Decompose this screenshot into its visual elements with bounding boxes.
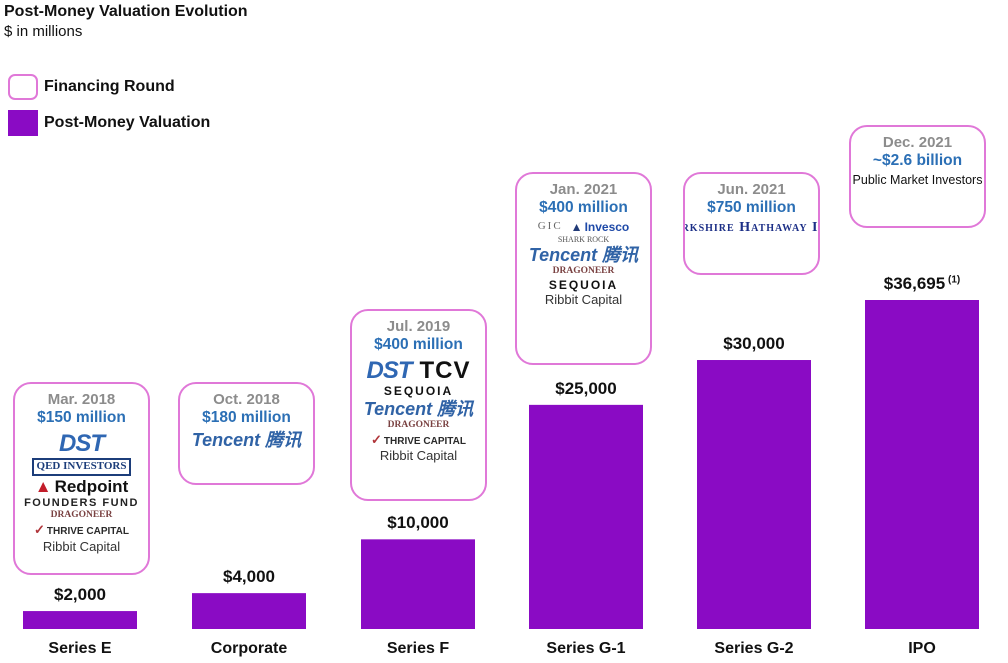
investor-logo-dragon: DRAGONEER <box>387 419 450 430</box>
round-date: Dec. 2021 <box>882 134 953 151</box>
financing-round-box: Jun. 2021$750 million Berkshire Hathaway … <box>683 172 820 275</box>
investor-logo-ribbit: Ribbit Capital <box>379 448 458 464</box>
investor-logo-ribbit: Ribbit Capital <box>544 292 623 308</box>
category-label: Series F <box>386 640 450 657</box>
legend-financing-round-label: Financing Round <box>44 78 175 95</box>
investor-logo-dst: DST <box>366 357 413 384</box>
value-label-text: $36,695 <box>883 274 946 293</box>
bar-series-e <box>23 611 137 629</box>
investor-logo-sequoia: SEQUOIA <box>383 384 454 399</box>
investor-logo-tencent: Tencent 腾讯 <box>191 430 302 450</box>
investor-logo-tencent: Tencent 腾讯 <box>363 398 474 419</box>
bar-series-f <box>361 539 475 629</box>
value-label: $10,000 <box>343 513 493 533</box>
investor-logo-shark: SHARK ROCK <box>557 234 610 244</box>
value-label-text: $4,000 <box>223 567 275 587</box>
investor-logo-dragon: DRAGONEER <box>50 510 113 521</box>
round-amount: $400 million <box>539 199 628 216</box>
bar-series-g-1 <box>529 404 643 629</box>
footnote-marker: (1) <box>945 274 961 286</box>
value-label: $25,000 <box>511 379 661 399</box>
legend-post-money-label: Post-Money Valuation <box>44 114 211 131</box>
value-label: $36,695 (1) <box>847 274 997 294</box>
legend-round-swatch <box>8 74 38 100</box>
investor-logos: Berkshire Hathaway Inc. <box>683 220 819 236</box>
value-label: $2,000 <box>5 585 155 605</box>
category-label: Corporate <box>210 640 288 657</box>
round-amount: ~$2.6 billion <box>872 152 963 169</box>
value-label: $4,000 <box>174 567 324 587</box>
investor-logo-tencent: Tencent 腾讯 <box>528 244 639 265</box>
investor-logo-redpoint: Redpoint <box>35 477 129 496</box>
legend-valuation-swatch <box>8 110 38 136</box>
bar-series-g-2 <box>697 360 811 629</box>
investor-logo-founders: FOUNDERS FUND <box>24 496 139 509</box>
round-amount: $750 million <box>707 199 796 216</box>
round-amount: $400 million <box>374 336 463 353</box>
value-label-text: $2,000 <box>54 585 106 605</box>
financing-round-box: Oct. 2018 $180 million Tencent 腾讯 <box>178 382 315 485</box>
investor-logo-gic: GIC <box>537 220 563 232</box>
investor-logo-ribbit: Ribbit Capital <box>42 538 121 554</box>
round-investors: Public Market Investors <box>852 173 983 187</box>
round-amount: $180 million <box>202 409 291 426</box>
round-date: Jan. 2021 <box>549 181 618 198</box>
round-amount: $150 million <box>37 409 126 426</box>
investor-logo-qed: QED INVESTORS <box>31 458 132 476</box>
investor-logo-dst: DST <box>59 430 105 457</box>
category-label: Series G-2 <box>714 640 794 657</box>
chart-subtitle: $ in millions <box>4 23 83 40</box>
bar-corporate <box>192 593 306 629</box>
investor-logo-invesco: Invesco <box>571 221 630 234</box>
round-date: Jun. 2021 <box>717 181 786 198</box>
value-label: $30,000 <box>679 334 829 354</box>
legend-financing-round: Financing Round <box>8 74 175 100</box>
financing-round-box: Dec. 2021 ~$2.6 billion Public Market Inve… <box>849 125 986 228</box>
value-label-text: $10,000 <box>387 513 449 533</box>
investor-logo-tcv: TCV <box>419 357 471 384</box>
value-label-text: $30,000 <box>723 334 785 354</box>
category-label: IPO <box>908 640 936 657</box>
investor-logo-dragon: DRAGONEER <box>552 265 615 276</box>
legend-post-money: Post-Money Valuation <box>8 110 210 136</box>
investor-logo-berkshire: Berkshire Hathaway Inc. <box>683 220 819 235</box>
investor-logo-thrive: THRIVE CAPITAL <box>371 433 466 448</box>
investor-logo-thrive: THRIVE CAPITAL <box>34 523 129 538</box>
round-date: Jul. 2019 <box>386 318 451 335</box>
bar-ipo <box>865 300 979 629</box>
financing-round-box: Jul. 2019 $400 million DST TCV SEQUOIA Tencen… <box>350 309 487 501</box>
investor-logos: Tencent 腾讯 <box>180 431 313 450</box>
round-date: Oct. 2018 <box>213 391 280 408</box>
value-label-text: $25,000 <box>555 378 617 398</box>
chart-title: Post-Money Valuation Evolution <box>4 3 248 20</box>
investor-logo-sequoia: SEQUOIA <box>548 277 619 292</box>
category-label: Series G-1 <box>546 640 626 657</box>
category-label: Series E <box>48 640 112 657</box>
round-date: Mar. 2018 <box>47 391 116 408</box>
